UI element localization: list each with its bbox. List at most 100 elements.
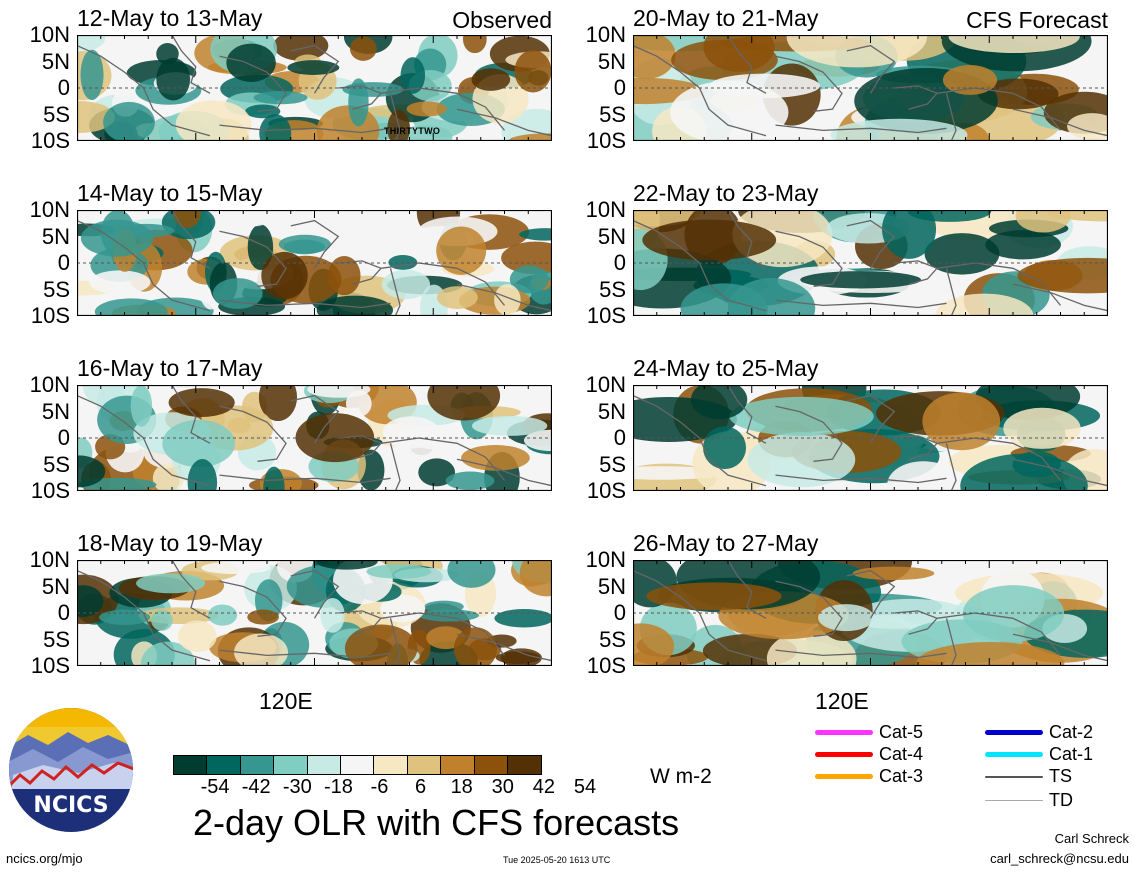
y-tick-label: 5S	[599, 276, 626, 302]
legend-line-swatch	[815, 730, 873, 735]
coastline	[945, 268, 957, 316]
olr-anomaly-blob	[633, 35, 676, 79]
olr-anomaly-blob	[349, 36, 377, 61]
colorbar-tick-label: -6	[370, 776, 389, 798]
coastline	[219, 55, 287, 112]
logo-text: NCICS	[33, 793, 108, 818]
olr-map-panel	[633, 210, 1108, 316]
colorbar-swatch-3	[274, 756, 308, 774]
olr-anomaly-blob	[1017, 257, 1108, 294]
coastline	[380, 437, 506, 481]
olr-anomaly-blob	[514, 50, 552, 93]
olr-anomaly-blob	[445, 471, 495, 491]
y-tick-label: 5N	[41, 223, 70, 249]
coastline	[456, 108, 552, 137]
colorbar-tick-label: -30	[282, 776, 312, 798]
panel-date-range: 14-May to 15-May	[77, 180, 263, 206]
olr-anomaly-blob	[261, 251, 308, 300]
legend-line-swatch	[985, 730, 1043, 735]
olr-anomaly-blob	[258, 385, 298, 422]
coastline	[775, 55, 843, 112]
olr-anomaly-blob	[887, 461, 960, 491]
y-tick-label: 5N	[597, 48, 626, 74]
y-tick-label: 10N	[29, 372, 70, 397]
panel-date-range: 26-May to 27-May	[633, 530, 819, 556]
coastline	[945, 618, 957, 666]
y-tick-label: 0	[57, 425, 70, 450]
colorbar-swatch-8	[441, 756, 475, 774]
y-tick-label: 10S	[30, 128, 70, 153]
olr-anomaly-blob	[418, 458, 456, 487]
coastline	[936, 262, 1062, 306]
legend-label: Cat-3	[879, 766, 924, 786]
colorbar-swatch-10	[507, 756, 542, 774]
colorbar	[173, 755, 543, 775]
y-tick-label: 5N	[41, 573, 70, 599]
panel-date-range: 12-May to 13-May	[77, 5, 263, 31]
y-tick-label: 0	[613, 250, 626, 275]
footer-timestamp: Tue 2025-05-20 1613 UTC	[503, 855, 611, 865]
olr-anomaly-blob	[226, 43, 276, 83]
coastline	[219, 405, 287, 462]
olr-anomaly-blob	[922, 392, 1001, 451]
olr-anomaly-blob	[747, 432, 856, 488]
coastline	[1012, 633, 1108, 662]
y-tick-label: 5N	[597, 573, 626, 599]
footer-email[interactable]: carl_schreck@ncsu.edu	[990, 851, 1129, 866]
y-tick-label: 10N	[29, 547, 70, 572]
coastline	[775, 299, 947, 309]
coastline	[219, 474, 391, 484]
olr-anomaly-blob	[519, 560, 552, 597]
y-tick-label: 10S	[30, 303, 70, 328]
olr-anomaly-blob	[80, 49, 104, 101]
olr-map-panel	[633, 385, 1108, 491]
legend-label: Cat-2	[1049, 722, 1094, 742]
panel-date-range: 24-May to 25-May	[633, 355, 819, 381]
coastline	[219, 124, 391, 134]
y-tick-label: 0	[57, 75, 70, 100]
olr-anomaly-blob	[151, 610, 173, 631]
olr-anomaly-blob	[348, 78, 369, 127]
coastline	[846, 569, 896, 619]
coastline	[945, 93, 957, 141]
olr-anomaly-blob	[140, 641, 196, 666]
olr-field	[77, 560, 552, 666]
olr-anomaly-blob	[307, 385, 371, 398]
olr-anomaly-blob	[168, 388, 235, 417]
olr-anomaly-blob	[852, 566, 935, 581]
olr-anomaly-blob	[89, 270, 151, 295]
olr-anomaly-blob	[494, 609, 552, 628]
y-tick-label: 10S	[586, 128, 626, 153]
coastline	[171, 210, 211, 269]
olr-anomaly-blob	[388, 255, 418, 270]
coastline	[219, 230, 287, 287]
colorbar-swatch-2	[240, 756, 275, 774]
olr-anomaly-blob	[852, 296, 963, 310]
coastline	[380, 262, 506, 306]
colorbar-swatch-7	[407, 756, 442, 774]
olr-map-panel	[77, 35, 552, 141]
coastline	[290, 44, 340, 94]
olr-anomaly-blob	[729, 396, 874, 436]
colorbar-tick-label: -18	[323, 776, 353, 798]
colorbar-swatch-6	[374, 756, 408, 774]
coastline	[389, 443, 401, 491]
coastline	[219, 299, 391, 309]
olr-anomaly-blob	[942, 64, 998, 95]
legend-label: TS	[1049, 766, 1073, 786]
y-tick-label: 5S	[599, 626, 626, 652]
colorbar-tick-label: 54	[573, 776, 597, 798]
footer-url[interactable]: ncics.org/mjo	[6, 851, 83, 866]
olr-anomaly-blob	[633, 623, 675, 666]
olr-anomaly-blob	[436, 286, 478, 309]
olr-anomaly-blob	[882, 210, 937, 259]
legend-item-cat-1: Cat-1	[985, 744, 1093, 765]
olr-anomaly-blob	[1003, 407, 1081, 449]
y-tick-label: 10N	[585, 22, 626, 47]
colorbar-swatch-9	[474, 756, 508, 774]
y-tick-label: 10S	[586, 478, 626, 503]
olr-anomaly-blob	[380, 594, 426, 623]
coastline	[775, 124, 947, 134]
y-tick-label: 5S	[599, 451, 626, 477]
olr-anomaly-blob	[509, 265, 549, 294]
